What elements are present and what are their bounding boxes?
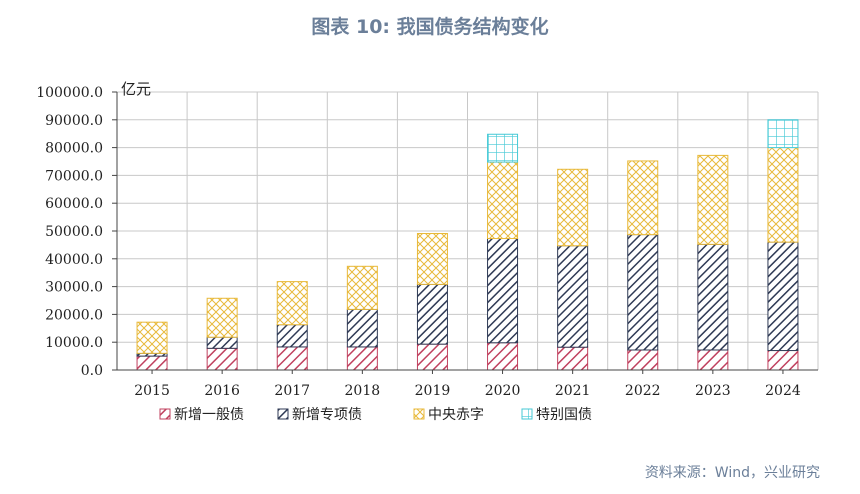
x-tick-label: 2016: [204, 383, 240, 399]
x-tick-label: 2018: [345, 383, 381, 399]
y-tick-label: 60000.0: [45, 196, 103, 212]
bar-segment: [136, 321, 168, 354]
x-tick-label: 2017: [274, 383, 310, 399]
bar-segment: [346, 346, 378, 371]
legend-label: 新增一般债: [174, 407, 244, 423]
legend-swatch: [413, 408, 425, 420]
y-tick-label: 20000.0: [45, 307, 103, 323]
bar-segment: [346, 308, 378, 348]
legend-swatch: [159, 408, 171, 420]
bar-segment: [206, 336, 238, 349]
bars: [136, 119, 799, 371]
x-tick-label: 2022: [625, 383, 661, 399]
bar-segment: [346, 265, 378, 310]
legend-label: 新增专项债: [292, 407, 362, 423]
bar-segment: [627, 160, 659, 236]
bar-segment: [767, 119, 799, 149]
bar-segment: [416, 283, 448, 345]
bar-segment: [487, 161, 519, 240]
y-tick-label: 0.0: [81, 363, 103, 379]
bar-segment: [206, 347, 238, 371]
x-tick-label: 2015: [134, 383, 170, 399]
legend: 新增一般债 新增专项债 中央赤字 特别国债: [159, 407, 592, 423]
bar-segment: [697, 243, 729, 351]
bar-segment: [206, 297, 238, 338]
source-note: 资料来源：Wind，兴业研究: [644, 465, 820, 481]
bar-segment: [697, 154, 729, 245]
x-tick-label: 2020: [485, 383, 521, 399]
y-tick-label: 10000.0: [45, 335, 103, 351]
bar-segment: [416, 233, 448, 285]
y-tick-label: 90000.0: [45, 113, 103, 129]
legend-label: 特别国债: [536, 407, 592, 423]
bar-segment: [276, 324, 308, 348]
bar-segment: [416, 343, 448, 371]
bar-segment: [136, 355, 168, 371]
bar-segment: [276, 281, 308, 326]
y-tick-label: 100000.0: [36, 85, 103, 101]
bar-segment: [767, 241, 799, 352]
bar-segment: [487, 342, 519, 371]
legend-swatch: [277, 408, 289, 420]
y-axis-unit: 亿元: [121, 80, 151, 98]
bar-segment: [276, 346, 308, 371]
bar-segment: [767, 350, 799, 371]
bar-segment: [767, 147, 799, 243]
x-tick-label: 2024: [765, 383, 801, 399]
axes: 0.0 10000.0 20000.0 30000.0 40000.0 50000.0 60…: [36, 80, 818, 399]
x-tick-label: 2021: [555, 383, 591, 399]
y-tick-label: 50000.0: [45, 224, 103, 240]
chart-title: 图表 10: 我国债务结构变化: [311, 16, 549, 38]
bar-segment: [557, 168, 589, 247]
bar-segment: [627, 349, 659, 371]
y-tick-label: 70000.0: [45, 168, 103, 184]
x-tick-label: 2023: [695, 383, 731, 399]
y-tick-label: 40000.0: [45, 252, 103, 268]
y-tick-label: 30000.0: [45, 280, 103, 296]
x-tick-label: 2019: [415, 383, 451, 399]
bar-segment: [487, 238, 519, 344]
bar-segment: [627, 234, 659, 351]
y-tick-label: 80000.0: [45, 141, 103, 157]
bar-segment: [557, 245, 589, 348]
legend-label: 中央赤字: [428, 407, 484, 423]
legend-swatch: [521, 408, 533, 420]
bar-segment: [557, 346, 589, 371]
bar-segment: [697, 349, 729, 371]
bar-segment: [487, 133, 519, 163]
